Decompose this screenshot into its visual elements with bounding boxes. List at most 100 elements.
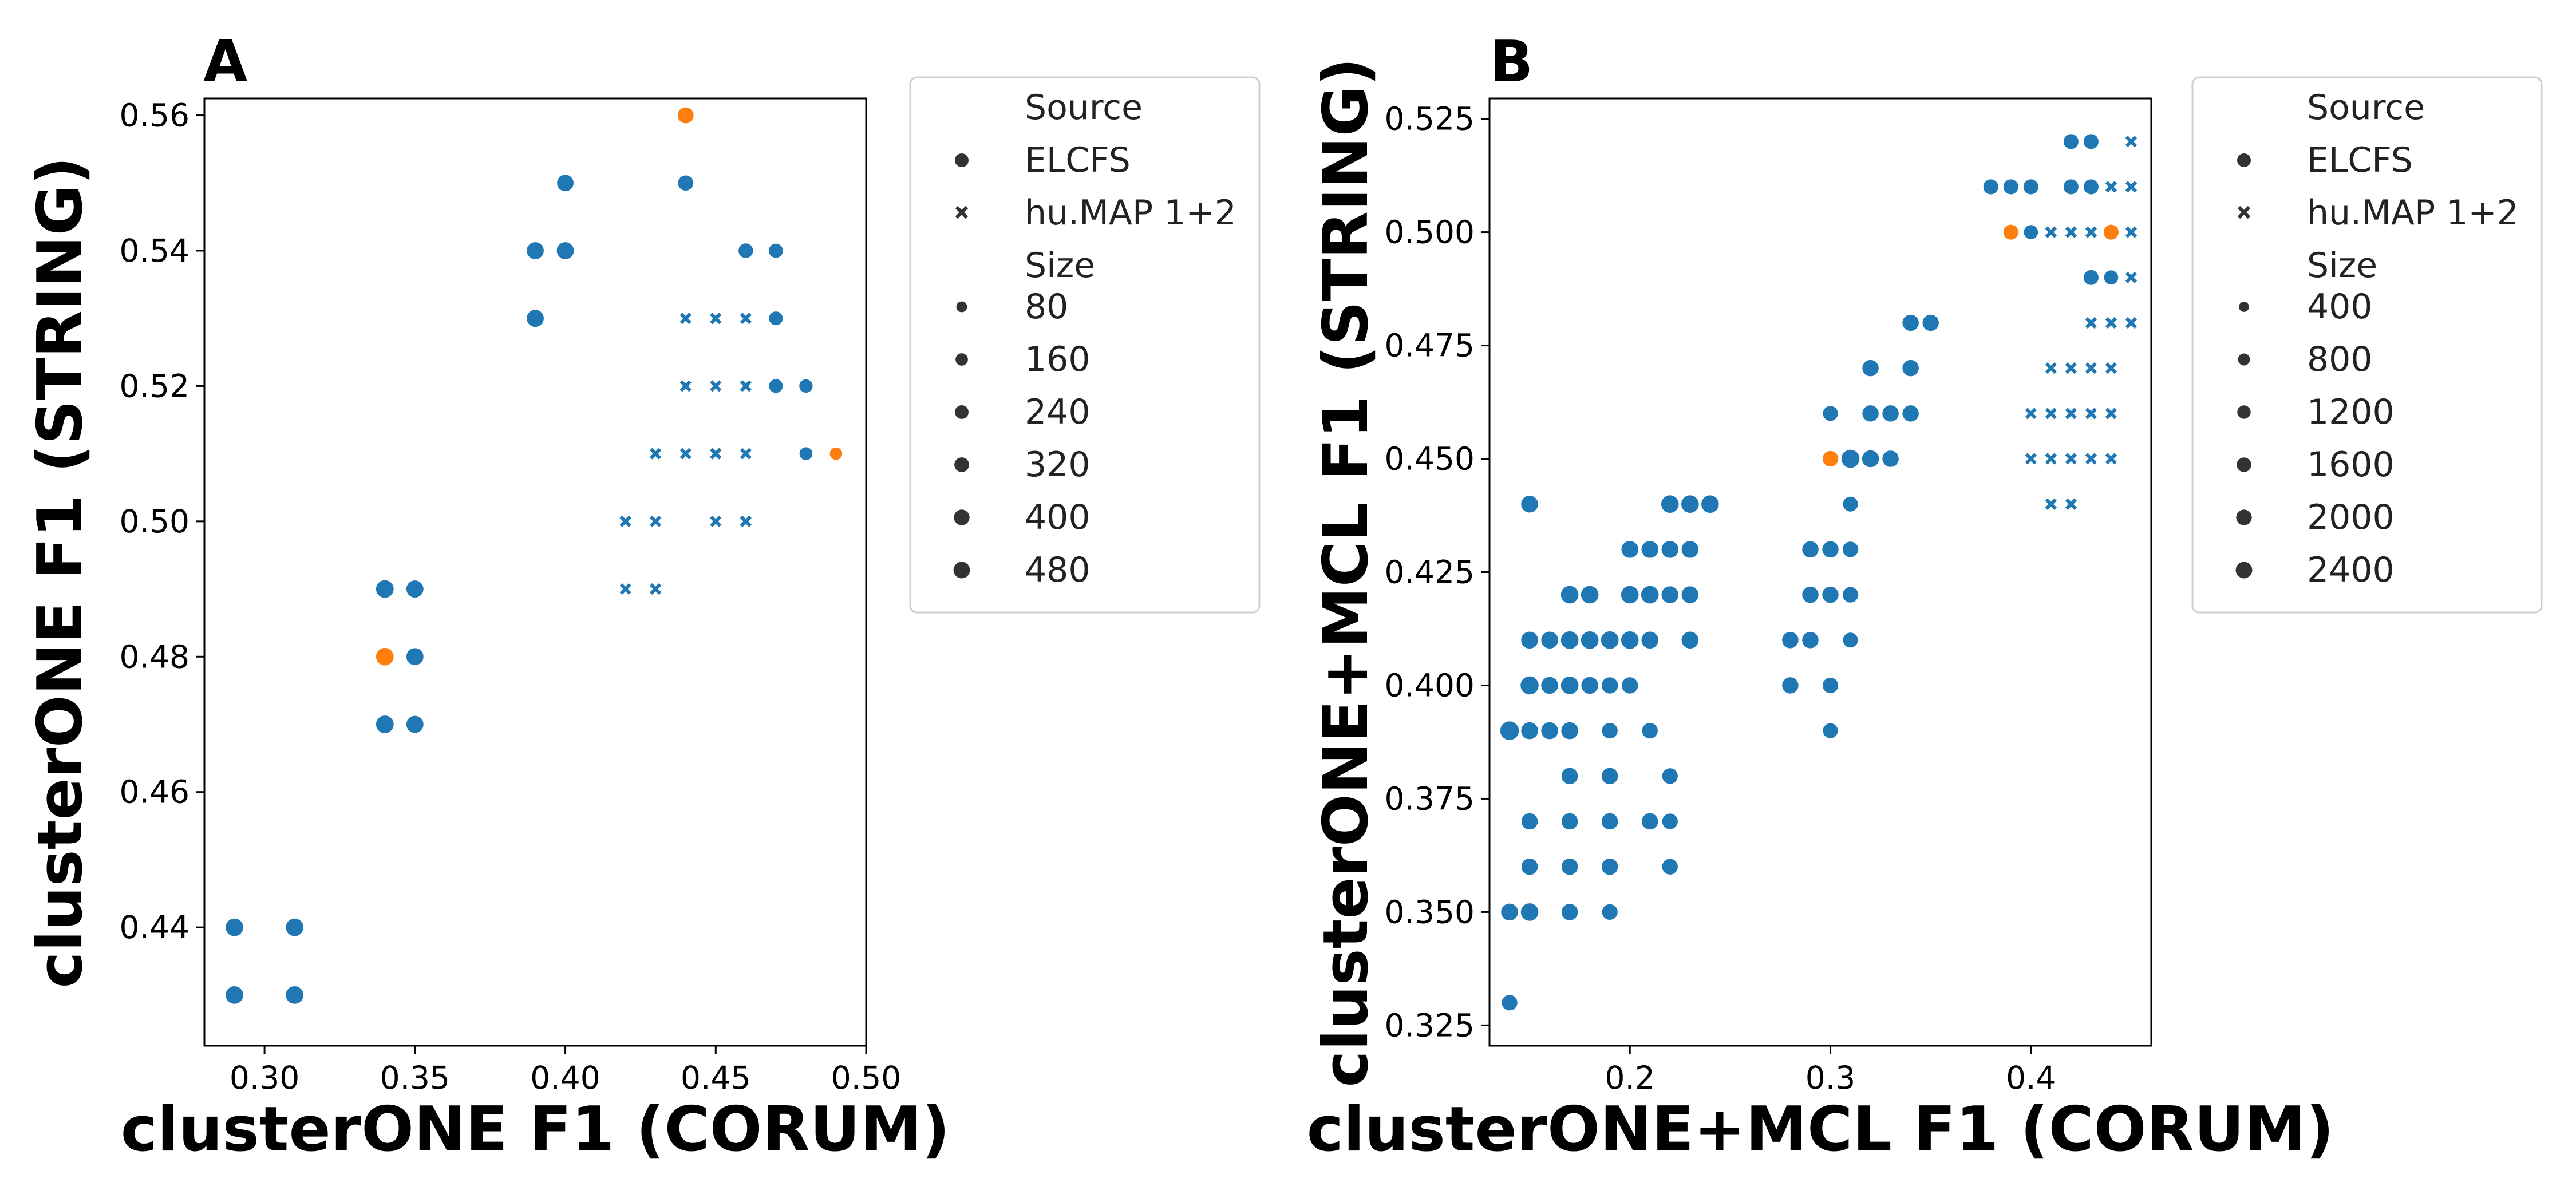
y-axis-title: clusterONE+MCL F1 (STRING) [1310,57,1382,1087]
legend-source-humap: hu.MAP 1+2 [1025,193,1236,233]
x-axis-title: clusterONE+MCL F1 (CORUM) [1307,1094,2334,1165]
scatter-point-humap [740,313,752,325]
scatter-point-elcfs [1640,585,1660,604]
scatter-point-humap [2105,453,2117,465]
x-tick-label: 0.40 [530,1059,600,1096]
legend-size-marker [955,405,969,419]
legend-size-marker [953,562,970,579]
scatter-point-elcfs [1982,178,2000,195]
scatter-point-highlight [375,647,395,667]
scatter-point-elcfs [1540,721,1559,740]
scatter-point-humap [2085,408,2097,420]
scatter-point-elcfs [1681,540,1700,559]
scatter-point-elcfs [1680,494,1700,514]
scatter-point-elcfs [2063,178,2080,195]
plot-frame [1488,97,2152,1047]
y-tick-label: 0.52 [120,367,189,404]
scatter-point-elcfs [1620,630,1640,650]
x-tick-label: 0.2 [1605,1059,1654,1096]
y-tick-label: 0.375 [1385,780,1475,817]
scatter-point-highlight [2103,224,2120,241]
legend-size-marker [954,509,970,525]
legend-size-marker [2237,405,2251,419]
legend-box [909,76,1261,614]
legend-size-title: Size [1025,246,1095,286]
legend-size-marker [2235,562,2253,579]
y-tick-label: 0.56 [120,97,189,134]
scatter-point-elcfs [1640,631,1660,650]
scatter-point-elcfs [1781,631,1800,650]
scatter-point-humap [2125,317,2138,329]
scatter-point-elcfs [1560,857,1579,876]
scatter-point-elcfs [556,173,575,192]
scatter-point-elcfs [1580,676,1599,695]
legend-size-marker [2239,302,2249,312]
scatter-point-highlight [1822,450,1839,468]
scatter-point-humap [2105,317,2117,329]
scatter-point-humap [2045,498,2057,510]
y-tick-label: 0.44 [120,909,189,946]
scatter-point-elcfs [1641,722,1659,740]
scatter-point-elcfs [737,242,754,259]
panel-letter: A [203,28,247,95]
scatter-point-humap [2065,408,2077,420]
scatter-point-elcfs [768,378,784,394]
y-tick-label: 0.450 [1385,441,1475,477]
scatter-point-elcfs [1861,404,1880,423]
scatter-point-highlight [677,106,695,124]
scatter-point-humap [2105,362,2117,374]
legend-source-title: Source [1025,88,1143,128]
scatter-point-humap [679,448,692,460]
scatter-point-elcfs [1661,858,1679,876]
scatter-point-elcfs [2002,178,2020,195]
scatter-point-humap [740,515,752,527]
scatter-point-elcfs [1681,585,1700,604]
y-tick-label: 0.50 [120,503,189,540]
scatter-point-elcfs [2083,269,2100,286]
y-tick-label: 0.46 [120,774,189,810]
y-tick-label: 0.325 [1385,1007,1475,1043]
legend-size-marker [956,301,967,313]
scatter-point-elcfs [768,243,784,259]
scatter-point-elcfs [1661,767,1679,785]
scatter-point-elcfs [1621,676,1639,695]
scatter-point-elcfs [1520,857,1539,876]
x-tick-label: 0.4 [2006,1059,2056,1096]
scatter-point-elcfs [375,714,395,734]
scatter-point-humap [2085,317,2097,329]
x-tick-label: 0.45 [681,1059,750,1096]
scatter-point-elcfs [1601,857,1619,876]
scatter-point-humap [619,583,631,595]
legend-size-label: 800 [2307,339,2373,379]
y-tick-label: 0.350 [1385,893,1475,930]
scatter-point-elcfs [1801,540,1820,559]
scatter-point-elcfs [1580,630,1599,650]
scatter-point-elcfs [1822,722,1839,740]
scatter-point-elcfs [1520,631,1539,650]
scatter-point-elcfs [1601,903,1619,921]
legend-x-marker [955,205,969,219]
scatter-point-elcfs [1520,721,1539,740]
scatter-point-elcfs [1520,495,1539,513]
x-tick-label: 0.3 [1805,1059,1855,1096]
legend-sizes: 400 800 1200 1600 2000 2400 [2235,287,2395,590]
scatter-point-elcfs [526,309,545,328]
scatter-point-humap [679,313,692,325]
scatter-point-elcfs [1500,994,1519,1011]
y-axis-title: clusterONE F1 (STRING) [25,157,96,989]
y-tick-label: 0.500 [1385,214,1475,251]
scatter-point-humap [2045,362,2057,374]
scatter-point-elcfs [285,985,305,1005]
scatter-point-elcfs [2063,133,2080,150]
scatter-point-elcfs [1540,676,1559,695]
scatter-point-elcfs [1801,631,1820,650]
scatter-point-highlight [2002,224,2020,241]
scatter-point-elcfs [1681,631,1700,650]
scatter-point-elcfs [1601,767,1619,785]
ticks: 0.2 0.3 0.4 0.325 0.350 0.375 0.400 0.425 0.450 0… [1385,101,2056,1096]
scatter-point-humap [2125,136,2138,148]
scatter-point-humap [2085,453,2097,465]
plot-frame [203,97,867,1047]
legend-size-title: Size [2307,246,2377,286]
scatter-point-elcfs [1660,540,1680,559]
